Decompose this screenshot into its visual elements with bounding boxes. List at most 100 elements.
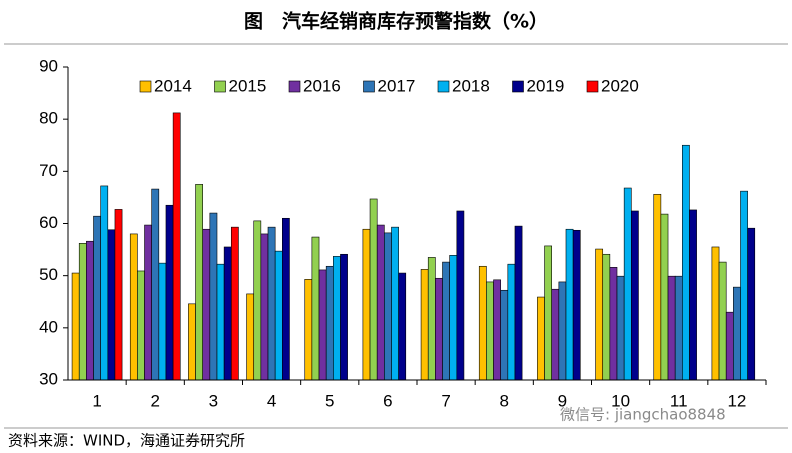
bar <box>486 281 494 381</box>
bar <box>362 228 371 381</box>
legend-label: 2018 <box>452 76 490 95</box>
bar <box>216 263 225 381</box>
bar <box>725 311 734 381</box>
bar <box>188 303 196 381</box>
bar <box>391 226 399 381</box>
bar <box>325 265 334 381</box>
legend-label: 2017 <box>378 76 416 95</box>
legend-swatch <box>586 80 599 93</box>
bar <box>260 233 269 381</box>
bar <box>282 217 290 381</box>
bar <box>253 220 262 381</box>
x-tick-label: 9 <box>558 391 567 410</box>
bar <box>376 224 385 381</box>
bar <box>478 265 487 381</box>
x-tick-label: 3 <box>209 391 218 410</box>
bar <box>202 228 211 381</box>
chart-title: 图 汽车经销商库存预警指数（%） <box>244 10 548 33</box>
bar <box>456 210 465 381</box>
bar <box>435 277 443 381</box>
bar <box>733 286 741 381</box>
bar <box>333 256 341 381</box>
y-tick-label: 30 <box>39 369 58 388</box>
bar <box>100 185 109 381</box>
bar <box>558 281 567 381</box>
legend-label: 2016 <box>303 76 341 95</box>
x-tick-label: 10 <box>611 391 630 410</box>
bar <box>616 275 625 381</box>
bar <box>71 272 80 381</box>
bar <box>93 215 101 381</box>
bar <box>493 279 501 381</box>
bar <box>209 212 218 381</box>
bar <box>151 188 160 381</box>
y-tick-label: 90 <box>39 56 58 75</box>
bar <box>653 193 662 381</box>
legend-swatch <box>139 80 152 93</box>
bar <box>274 250 283 381</box>
bar <box>340 253 348 381</box>
bar <box>602 253 611 381</box>
x-tick-label: 5 <box>325 391 334 410</box>
legend-label: 2015 <box>229 76 267 95</box>
bar <box>623 187 632 381</box>
x-tick-label: 7 <box>441 391 450 410</box>
bar <box>740 190 748 381</box>
bar <box>711 246 720 381</box>
y-tick-label: 80 <box>39 109 58 128</box>
bar <box>398 272 407 381</box>
bar <box>114 209 123 381</box>
bar <box>318 269 327 381</box>
source: 资料来源：WIND，海通证券研究所 <box>8 432 245 450</box>
x-tick-label: 1 <box>92 391 101 410</box>
bar <box>137 270 145 381</box>
bar <box>609 267 618 381</box>
bar <box>507 263 516 381</box>
bar <box>674 275 683 381</box>
bar <box>246 293 255 381</box>
bar <box>86 240 94 381</box>
bar <box>689 209 697 381</box>
bar <box>682 144 690 381</box>
bar <box>158 262 167 381</box>
bar <box>442 261 450 381</box>
bar <box>631 210 639 381</box>
legend-swatch <box>363 80 375 93</box>
legend-label: 2014 <box>154 76 192 95</box>
bar <box>595 248 604 381</box>
bar <box>551 288 560 381</box>
legend-label: 2020 <box>601 76 639 95</box>
legend-swatch <box>437 80 450 93</box>
y-tick-label: 60 <box>39 213 58 232</box>
bar <box>449 255 458 381</box>
bar <box>384 232 392 381</box>
bar <box>195 184 203 381</box>
bar <box>660 213 669 381</box>
bar <box>267 226 276 381</box>
bar <box>718 261 727 381</box>
bar <box>230 226 239 381</box>
legend-swatch <box>288 80 301 93</box>
bar <box>427 257 436 381</box>
bar <box>747 227 756 381</box>
bar <box>565 228 574 381</box>
x-tick-label: 8 <box>500 391 509 410</box>
bar <box>165 204 174 381</box>
bar <box>129 233 138 381</box>
bar <box>500 289 509 381</box>
x-tick-label: 6 <box>383 391 392 410</box>
x-tick-label: 11 <box>670 391 688 410</box>
y-tick-label: 50 <box>39 265 58 284</box>
bar <box>311 236 320 381</box>
bar <box>369 198 378 381</box>
x-tick-label: 4 <box>267 391 276 410</box>
bar <box>304 279 313 381</box>
x-tick-label: 2 <box>151 391 160 410</box>
bar <box>144 224 152 381</box>
bar <box>172 112 181 381</box>
bar <box>420 269 429 381</box>
bar <box>537 296 545 381</box>
y-tick-label: 40 <box>39 317 58 336</box>
legend-label: 2019 <box>527 76 565 95</box>
bar <box>78 243 87 381</box>
